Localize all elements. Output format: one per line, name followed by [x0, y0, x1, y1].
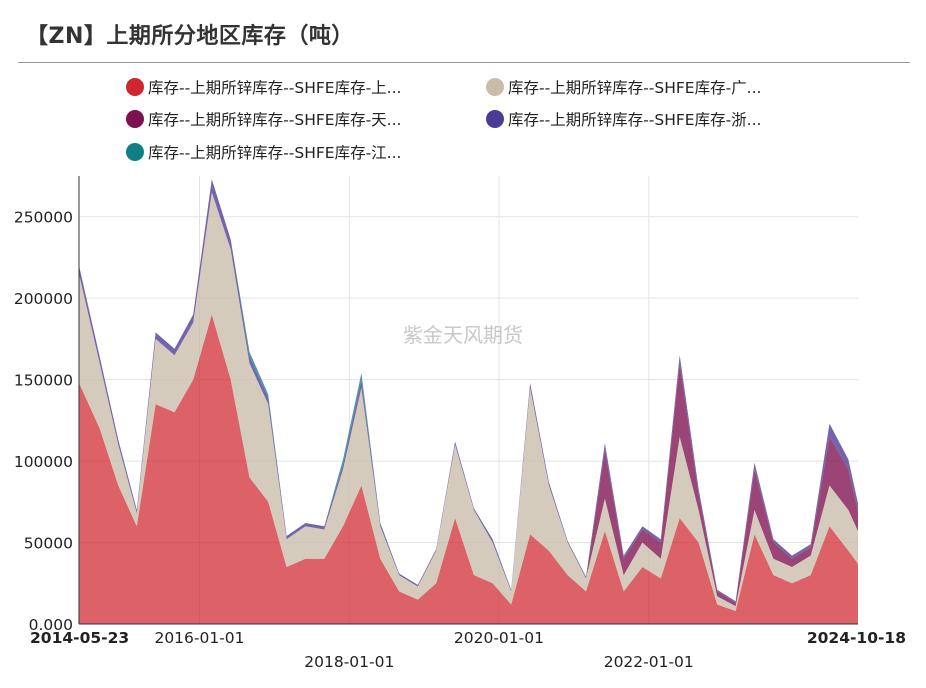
legend-label-guangdong: 库存--上期所锌库存--SHFE库存-广... [508, 79, 762, 97]
y-tick-label: 150000 [14, 372, 73, 390]
legend-item-jiangsu[interactable]: 库存--上期所锌库存--SHFE库存-江... [126, 141, 401, 163]
y-tick-label: 200000 [14, 290, 73, 308]
chart-title: 【ZN】上期所分地区库存（吨） [26, 24, 354, 49]
watermark-text: 紫金天风期货 [403, 323, 523, 347]
legend-swatch-jiangsu [126, 143, 144, 161]
legend-item-tianjin[interactable]: 库存--上期所锌库存--SHFE库存-天... [126, 108, 401, 130]
legend-label-zhejiang: 库存--上期所锌库存--SHFE库存-浙... [508, 111, 762, 129]
legend-label-jiangsu: 库存--上期所锌库存--SHFE库存-江... [148, 144, 402, 162]
legend-swatch-shanghai [126, 78, 144, 96]
x-tick-label: 2024-10-18 [807, 629, 906, 647]
legend-swatch-tianjin [126, 110, 144, 128]
legend-label-tianjin: 库存--上期所锌库存--SHFE库存-天... [148, 111, 402, 129]
legend-item-guangdong[interactable]: 库存--上期所锌库存--SHFE库存-广... [486, 76, 761, 98]
legend-label-shanghai: 库存--上期所锌库存--SHFE库存-上... [148, 79, 402, 97]
x-tick-label: 2014-05-23 [30, 629, 129, 647]
stacked-areas [79, 179, 858, 624]
legend-item-zhejiang[interactable]: 库存--上期所锌库存--SHFE库存-浙... [486, 108, 761, 130]
x-tick-label: 2022-01-01 [604, 653, 694, 671]
legend-swatch-guangdong [486, 78, 504, 96]
y-tick-label: 50000 [24, 535, 73, 553]
area-series-2 [79, 192, 858, 612]
x-tick-label: 2018-01-01 [304, 653, 394, 671]
x-tick-label: 2020-01-01 [454, 629, 544, 647]
legend-swatch-zhejiang [486, 110, 504, 128]
title-divider [18, 62, 910, 63]
y-tick-label: 250000 [14, 209, 73, 227]
y-tick-label: 0.000 [29, 616, 73, 634]
x-tick-label: 2016-01-01 [154, 629, 244, 647]
y-tick-label: 100000 [14, 453, 73, 471]
area-series-1 [79, 314, 858, 624]
legend: 库存--上期所锌库存--SHFE库存-上... 库存--上期所锌库存--SHFE… [0, 0, 926, 170]
axes: 0.000 50000 100000 150000 200000 250000 2014-0… [14, 176, 906, 671]
legend-item-shanghai[interactable]: 库存--上期所锌库存--SHFE库存-上... [126, 76, 401, 98]
